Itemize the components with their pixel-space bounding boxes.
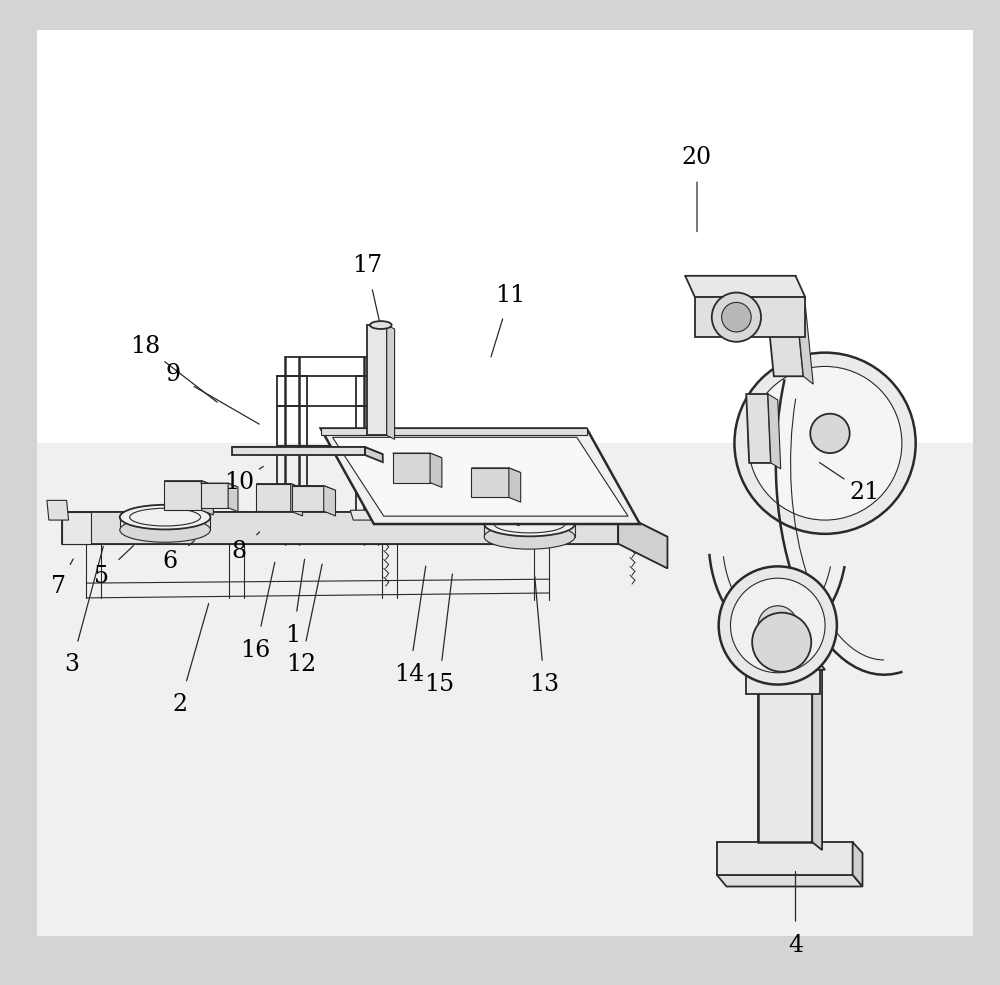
FancyBboxPatch shape xyxy=(37,30,973,936)
Circle shape xyxy=(719,566,837,685)
Circle shape xyxy=(758,606,797,645)
Text: 10: 10 xyxy=(224,471,254,494)
Text: 2: 2 xyxy=(172,692,187,716)
Text: 11: 11 xyxy=(495,284,525,307)
Text: 21: 21 xyxy=(849,481,880,504)
Polygon shape xyxy=(201,484,238,488)
Polygon shape xyxy=(365,447,383,462)
Polygon shape xyxy=(695,297,805,337)
Ellipse shape xyxy=(370,321,392,329)
Polygon shape xyxy=(471,468,521,473)
Text: 16: 16 xyxy=(241,638,271,662)
Polygon shape xyxy=(717,842,853,875)
Polygon shape xyxy=(292,486,324,511)
Polygon shape xyxy=(768,394,781,469)
Polygon shape xyxy=(812,660,822,850)
Circle shape xyxy=(730,578,825,673)
Polygon shape xyxy=(484,524,575,537)
Text: 1: 1 xyxy=(286,624,301,647)
Polygon shape xyxy=(401,492,431,516)
Circle shape xyxy=(748,366,902,520)
Text: 13: 13 xyxy=(529,673,559,696)
Polygon shape xyxy=(292,486,336,491)
Polygon shape xyxy=(164,481,213,486)
Polygon shape xyxy=(461,493,470,521)
Polygon shape xyxy=(256,484,291,511)
Polygon shape xyxy=(164,481,202,510)
Text: 4: 4 xyxy=(788,934,803,957)
Polygon shape xyxy=(375,510,402,520)
Polygon shape xyxy=(736,630,820,660)
Polygon shape xyxy=(509,468,521,502)
Circle shape xyxy=(752,613,811,672)
Text: 17: 17 xyxy=(352,254,382,278)
Bar xyxy=(37,30,973,443)
Polygon shape xyxy=(62,512,91,544)
Text: 20: 20 xyxy=(682,146,712,169)
Polygon shape xyxy=(232,447,365,455)
Text: 7: 7 xyxy=(51,574,66,598)
Polygon shape xyxy=(228,484,238,512)
Polygon shape xyxy=(401,492,441,496)
Polygon shape xyxy=(387,325,395,439)
Polygon shape xyxy=(685,276,805,297)
Polygon shape xyxy=(853,842,862,886)
Polygon shape xyxy=(431,492,441,520)
Polygon shape xyxy=(201,484,228,508)
Polygon shape xyxy=(291,484,303,516)
Text: 18: 18 xyxy=(130,335,161,359)
Polygon shape xyxy=(717,875,862,887)
Polygon shape xyxy=(47,500,69,520)
Circle shape xyxy=(722,302,751,332)
Polygon shape xyxy=(753,660,825,670)
Polygon shape xyxy=(796,297,813,384)
Polygon shape xyxy=(473,495,519,500)
Polygon shape xyxy=(350,510,377,520)
Ellipse shape xyxy=(484,524,575,550)
Text: 3: 3 xyxy=(64,653,79,677)
Polygon shape xyxy=(62,512,618,544)
Polygon shape xyxy=(120,517,210,530)
Polygon shape xyxy=(324,486,336,516)
Polygon shape xyxy=(758,660,812,842)
Polygon shape xyxy=(393,453,442,458)
Polygon shape xyxy=(766,297,803,376)
Circle shape xyxy=(734,353,916,534)
Polygon shape xyxy=(202,481,213,515)
Circle shape xyxy=(712,293,761,342)
Polygon shape xyxy=(232,447,383,454)
Polygon shape xyxy=(321,428,640,524)
Polygon shape xyxy=(393,453,430,483)
Polygon shape xyxy=(507,495,519,526)
Circle shape xyxy=(810,414,850,453)
Text: 14: 14 xyxy=(394,663,425,687)
Text: 15: 15 xyxy=(424,673,454,696)
Polygon shape xyxy=(321,428,587,435)
Text: 8: 8 xyxy=(231,540,247,563)
Ellipse shape xyxy=(484,512,575,536)
Polygon shape xyxy=(431,493,470,497)
Polygon shape xyxy=(473,495,507,521)
Ellipse shape xyxy=(120,518,210,542)
Text: 6: 6 xyxy=(162,550,178,573)
Polygon shape xyxy=(333,437,628,516)
Polygon shape xyxy=(746,394,771,463)
Text: 9: 9 xyxy=(165,362,181,386)
Polygon shape xyxy=(746,660,820,694)
Polygon shape xyxy=(430,453,442,488)
Polygon shape xyxy=(256,484,303,489)
Polygon shape xyxy=(618,512,667,568)
Text: 5: 5 xyxy=(94,564,109,588)
Polygon shape xyxy=(367,325,387,435)
Ellipse shape xyxy=(120,504,210,530)
Text: 12: 12 xyxy=(286,653,316,677)
Polygon shape xyxy=(431,493,461,517)
Polygon shape xyxy=(62,512,667,537)
Polygon shape xyxy=(471,468,509,497)
